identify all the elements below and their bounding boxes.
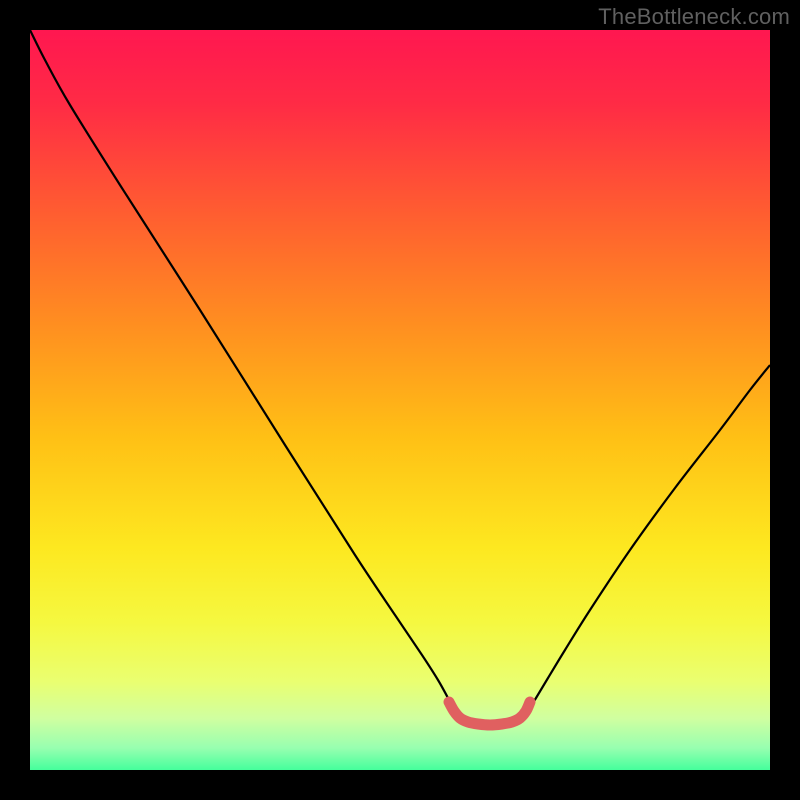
- left-curve: [30, 30, 456, 713]
- chart-plot-area: [30, 30, 770, 770]
- watermark-text: TheBottleneck.com: [598, 4, 790, 30]
- right-curve: [527, 365, 770, 713]
- bottom-arc-highlight: [449, 702, 530, 725]
- chart-curves: [30, 30, 770, 770]
